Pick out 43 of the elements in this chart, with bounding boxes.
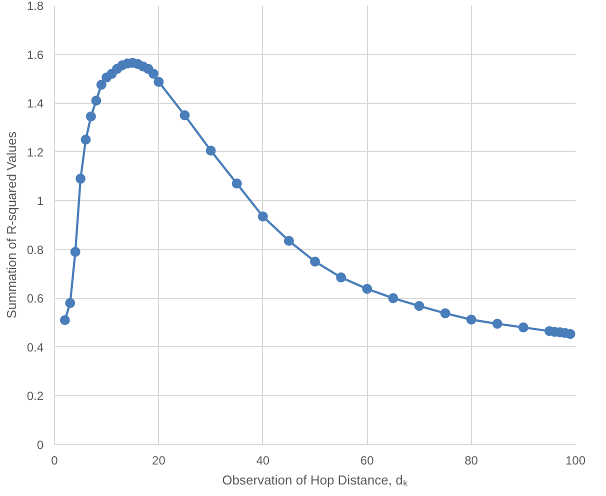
point [310, 256, 320, 267]
x-tick-label: 100 [565, 454, 586, 468]
point [70, 246, 80, 257]
point [440, 308, 450, 318]
point [565, 329, 576, 340]
point [76, 174, 86, 184]
y-axis-title: Summation of R-squared Values [4, 131, 19, 318]
point [65, 298, 76, 308]
point [518, 322, 528, 332]
x-tick-label: 80 [464, 454, 478, 468]
y-tick-label: 1.4 [26, 96, 44, 111]
point [284, 236, 294, 246]
y-tick-label: 0.4 [26, 340, 44, 354]
point [86, 111, 96, 122]
y-tick-label: 1.6 [26, 48, 44, 62]
point [91, 96, 102, 106]
y-tick-label: 1 [36, 194, 44, 208]
point [148, 68, 158, 79]
y-tick-label: 0.6 [26, 292, 44, 306]
point [362, 284, 372, 294]
point [492, 318, 502, 329]
x-axis-title: Observation of Hop Distance, dₖ [222, 472, 408, 488]
y-tick-label: 0 [36, 438, 44, 452]
point [206, 146, 216, 156]
point [232, 178, 242, 189]
x-tick-label: 60 [360, 454, 374, 468]
x-tick-label: 0 [51, 454, 58, 468]
x-tick-label: 40 [256, 454, 270, 468]
point [414, 300, 424, 311]
y-tick-label: 1.8 [26, 0, 44, 13]
point [60, 315, 70, 326]
y-tick-label: 1.2 [26, 145, 44, 160]
point [336, 272, 346, 282]
point [180, 110, 190, 120]
point [96, 80, 106, 90]
point [80, 134, 91, 145]
point [258, 211, 268, 222]
point [154, 76, 164, 87]
point [388, 293, 398, 304]
y-tick-label: 0.8 [26, 242, 44, 257]
point [466, 314, 476, 325]
y-tick-label: 0.2 [26, 389, 44, 404]
x-tick-label: 20 [152, 454, 166, 468]
